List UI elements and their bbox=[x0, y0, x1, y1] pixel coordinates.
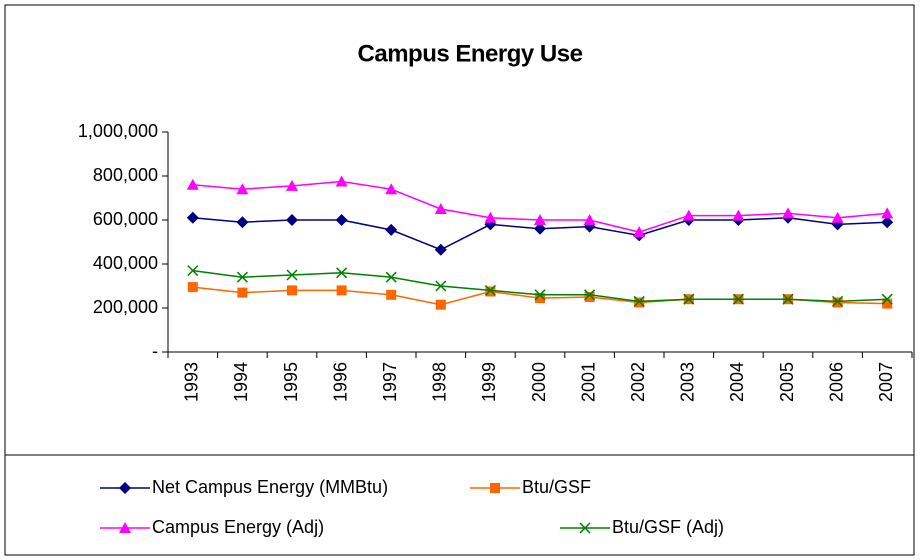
marker bbox=[534, 289, 546, 301]
x-tick-label: 2006 bbox=[826, 362, 846, 402]
x-tick-label: 2001 bbox=[578, 362, 598, 402]
marker bbox=[335, 214, 348, 226]
x-tick-label: 2000 bbox=[529, 362, 549, 402]
marker bbox=[335, 175, 348, 187]
marker bbox=[186, 211, 199, 224]
legend-marker bbox=[579, 522, 591, 534]
marker bbox=[385, 271, 397, 283]
marker bbox=[782, 293, 794, 305]
marker bbox=[336, 267, 348, 279]
y-tick-label: 800,000 bbox=[93, 165, 158, 185]
legend-marker bbox=[119, 522, 131, 533]
legend-marker bbox=[119, 482, 131, 494]
marker bbox=[187, 282, 198, 293]
x-tick-label: 2002 bbox=[628, 362, 648, 402]
x-tick-label: 1999 bbox=[479, 362, 499, 402]
x-tick-label: 1996 bbox=[330, 362, 350, 402]
marker bbox=[683, 293, 695, 305]
marker bbox=[732, 293, 744, 305]
marker bbox=[485, 286, 496, 297]
x-tick-label: 2007 bbox=[876, 362, 896, 402]
marker bbox=[236, 216, 249, 229]
marker bbox=[584, 292, 595, 302]
marker bbox=[386, 289, 397, 300]
marker bbox=[535, 293, 545, 304]
marker bbox=[682, 209, 695, 221]
marker bbox=[484, 284, 496, 296]
marker bbox=[434, 243, 447, 256]
marker bbox=[832, 295, 844, 307]
marker bbox=[584, 289, 596, 301]
y-tick-label: 1,000,000 bbox=[78, 121, 158, 141]
marker bbox=[385, 183, 398, 195]
marker bbox=[732, 209, 745, 221]
marker bbox=[882, 298, 893, 309]
x-tick-label: 2004 bbox=[727, 362, 747, 402]
marker bbox=[186, 178, 199, 190]
marker bbox=[881, 216, 894, 229]
x-tick-label: 1995 bbox=[281, 362, 301, 402]
marker bbox=[633, 295, 645, 307]
legend-label: Btu/GSF (Adj) bbox=[612, 517, 724, 537]
legend-marker bbox=[490, 483, 500, 493]
x-tick-label: 1993 bbox=[182, 362, 202, 402]
marker bbox=[286, 269, 298, 281]
marker bbox=[633, 226, 646, 238]
marker bbox=[385, 223, 398, 236]
legend-label: Campus Energy (Adj) bbox=[152, 517, 324, 537]
marker bbox=[237, 287, 248, 298]
x-tick-label: 1994 bbox=[231, 362, 251, 402]
marker bbox=[634, 297, 645, 308]
marker bbox=[881, 293, 893, 305]
marker bbox=[534, 222, 546, 235]
marker bbox=[434, 203, 447, 214]
marker bbox=[286, 214, 298, 226]
y-tick-label: 600,000 bbox=[93, 209, 158, 229]
y-tick-label: 400,000 bbox=[93, 253, 158, 273]
marker bbox=[484, 211, 497, 223]
x-tick-label: 2005 bbox=[777, 362, 797, 402]
chart-title: Campus Energy Use bbox=[358, 40, 583, 67]
y-tick-label: - bbox=[152, 341, 158, 361]
marker bbox=[831, 211, 844, 223]
marker bbox=[832, 297, 843, 308]
marker bbox=[287, 285, 297, 296]
marker bbox=[236, 271, 248, 283]
y-tick-label: 200,000 bbox=[93, 297, 158, 317]
x-tick-label: 2003 bbox=[678, 362, 698, 402]
x-tick-label: 1997 bbox=[380, 362, 400, 402]
x-tick-label: 1998 bbox=[430, 362, 450, 402]
marker bbox=[435, 280, 447, 292]
marker bbox=[881, 207, 894, 219]
legend-box bbox=[4, 454, 915, 556]
marker bbox=[534, 214, 546, 225]
marker bbox=[583, 214, 596, 225]
marker bbox=[336, 285, 347, 296]
marker bbox=[236, 183, 249, 195]
legend-label: Net Campus Energy (MMBtu) bbox=[152, 477, 388, 497]
marker bbox=[187, 265, 199, 277]
legend-label: Btu/GSF bbox=[522, 477, 591, 497]
marker bbox=[782, 207, 794, 219]
chart-border bbox=[4, 4, 915, 556]
marker bbox=[286, 179, 298, 191]
marker bbox=[435, 299, 446, 310]
